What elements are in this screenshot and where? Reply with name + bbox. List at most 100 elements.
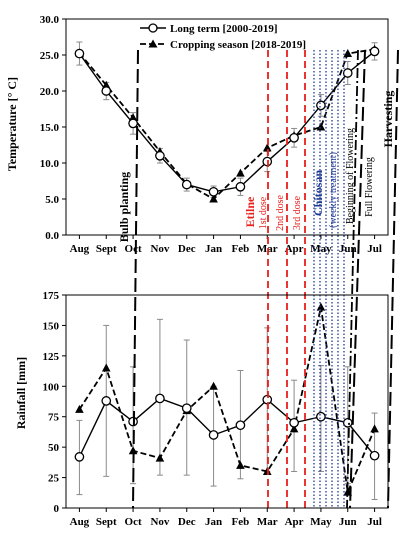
top-y-tick-label: 20.0 (40, 86, 60, 98)
bot-x-tick-label: Dec (178, 516, 196, 528)
top-long-term-point (74, 48, 85, 59)
bot-y-tick-label: 100 (43, 381, 60, 393)
bot-x-tick-label: Aug (70, 516, 90, 528)
bot-y-tick-label: 25 (48, 473, 60, 485)
top-x-tick-label: Jun (339, 243, 357, 255)
bot-long-term-point (342, 417, 353, 428)
annotation-full-flowering: Full Flowering (364, 157, 375, 217)
top-long-term-point (155, 150, 165, 161)
top-x-tick-label: Feb (232, 243, 250, 255)
temperature-plot-frame (65, 18, 389, 236)
bot-cropping-season-point (209, 381, 218, 390)
bot-x-tick-label: Jun (339, 516, 357, 528)
top-long-term-point (342, 68, 353, 78)
bot-long-term-point (208, 430, 219, 440)
top-x-tick-label: Dec (178, 243, 196, 255)
bot-y-tick-label: 50 (48, 442, 60, 454)
bot-long-term-point (155, 393, 165, 404)
top-y-tick-label: 10.0 (40, 158, 60, 170)
top-x-tick-label: Sept (96, 243, 117, 255)
bot-long-term-point (316, 411, 326, 422)
rainfall-y-axis-label: Rainfall [mm] (14, 357, 28, 429)
legend-marker-long-term (148, 23, 158, 33)
bot-long-term-point (289, 417, 299, 428)
beginning-flowering-line (346, 49, 359, 509)
bot-cropping-season-point (75, 404, 84, 413)
bot-x-tick-label: Oct (125, 516, 142, 528)
bot-cropping-season-point (155, 453, 165, 462)
top-y-tick-label: 0.0 (45, 230, 59, 242)
bot-cropping-season-point (289, 424, 299, 433)
top-cropping-season-point (316, 122, 326, 131)
annotation-bulb-planting: Bulb planting (117, 172, 131, 242)
bot-x-tick-label: Sept (96, 516, 117, 528)
rainfall-series-lines (78, 306, 376, 496)
bot-x-tick-label: Mar (257, 516, 278, 528)
annotation-second-dose: 2nd dose (275, 195, 286, 231)
bot-y-tick-label: 125 (43, 351, 60, 363)
top-long-term-point (316, 100, 326, 111)
bot-long-term-point (74, 452, 85, 462)
bot-cropping-season-point (316, 302, 326, 311)
annotation-first-dose: 1st dose (258, 196, 269, 229)
top-long-term-point (101, 86, 112, 96)
top-x-tick-label: Oct (125, 243, 142, 255)
top-y-tick-label: 30.0 (40, 14, 60, 26)
rainfall-error-bars (76, 318, 378, 500)
top-cropping-season-point (209, 194, 218, 203)
legend-label-long-term: Long term [2000-2019] (170, 23, 278, 35)
legend-label-cropping: Cropping season [2018-2019] (170, 39, 306, 51)
bot-y-tick-label: 175 (43, 290, 60, 302)
bot-x-tick-label: Nov (150, 516, 169, 528)
rainfall-series-markers (74, 302, 380, 496)
temperature-y-ticks: 0.0 5.0 10.0 15.0 20.0 25.0 30.0 (40, 14, 66, 242)
annotation-etilne: Etilne (243, 196, 257, 227)
top-long-term-point (369, 46, 380, 57)
bot-x-tick-label: Feb (232, 516, 250, 528)
bulb-planting-line (132, 49, 139, 509)
bot-cropping-season-point (236, 460, 245, 469)
bot-long-term-point (101, 396, 112, 406)
top-y-tick-label: 15.0 (40, 122, 60, 134)
bot-long-term-point (181, 403, 192, 414)
top-long-term-point (235, 181, 246, 192)
temperature-y-axis-label: Temperature [° C] (5, 77, 19, 171)
rainfall-y-ticks: 0 25 50 75 100 125 150 175 (43, 290, 66, 515)
top-cropping-season-line (78, 48, 375, 201)
bot-long-term-point (235, 420, 246, 431)
top-cropping-season-point (343, 49, 353, 58)
legend: Long term [2000-2019] Cropping season [2… (140, 23, 306, 51)
full-flowering-line (349, 49, 366, 509)
phenology-annotations: Bulb planting Etilne 1st dose 2nd dose 3… (117, 91, 395, 243)
annotation-chitosan-weekly: (weekly treatment) (328, 152, 339, 228)
bot-cropping-season-point (101, 363, 111, 372)
top-x-tick-label: Jan (205, 243, 222, 255)
bot-cropping-season-line (78, 306, 376, 496)
event-marker-lines (132, 49, 399, 509)
annotation-beginning-flowering: Beginning of Flowering (345, 128, 356, 224)
top-x-tick-label: Nov (150, 243, 169, 255)
bot-y-tick-label: 0 (54, 503, 60, 515)
top-x-tick-label: Jul (367, 243, 382, 255)
top-y-tick-label: 5.0 (45, 194, 59, 206)
bot-x-tick-label: Jul (367, 516, 382, 528)
top-cropping-season-point (236, 168, 245, 177)
harvesting-line (387, 49, 399, 509)
top-long-term-point (181, 179, 192, 190)
rainfall-x-ticks: Aug Sept Oct Nov Dec Jan Feb Mar Apr May Jun Jul (70, 508, 382, 528)
top-y-tick-label: 25.0 (40, 50, 60, 62)
bot-y-tick-label: 150 (43, 320, 60, 332)
bot-long-term-point (369, 450, 380, 461)
annotation-chitosan: Chitosan (311, 170, 325, 216)
top-long-term-point (289, 132, 299, 143)
top-cropping-season-point (262, 143, 272, 152)
top-long-term-point (208, 186, 219, 197)
top-long-term-point (128, 118, 138, 129)
rainfall-plot-frame (65, 294, 389, 509)
rainfall-panel: 0 25 50 75 100 125 150 175 Aug Sept Oct Nov Dec Jan F… (14, 290, 382, 528)
top-x-tick-label: Aug (70, 243, 90, 255)
bot-x-tick-label: May (310, 516, 332, 528)
legend-marker-cropping (148, 39, 158, 48)
